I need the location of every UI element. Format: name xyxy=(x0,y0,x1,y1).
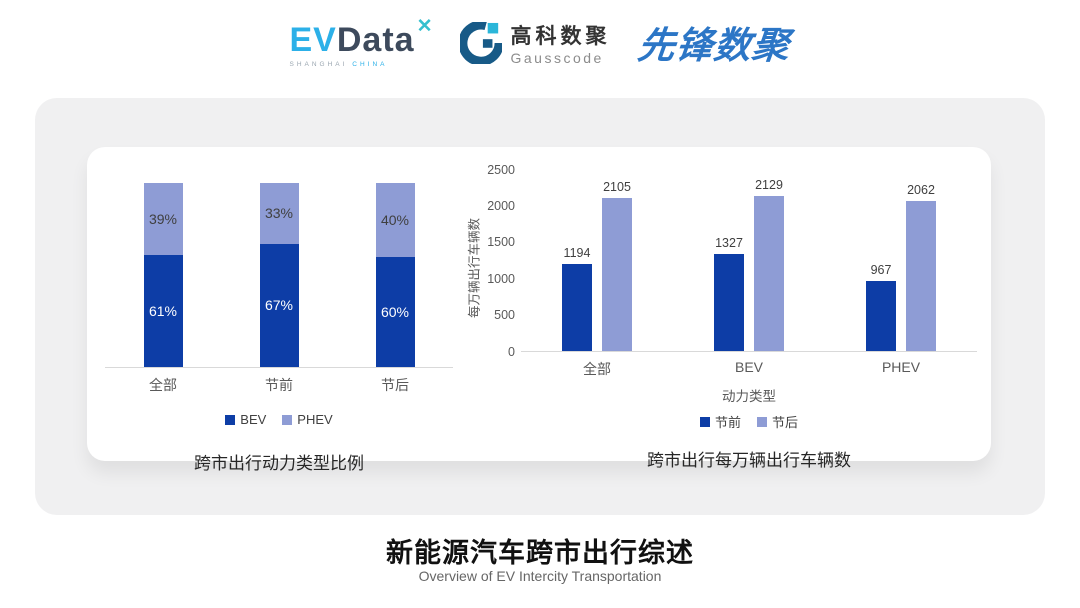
bar-segment: 60% xyxy=(375,256,415,367)
category-label: 节后 xyxy=(381,377,409,393)
legend-swatch xyxy=(282,414,293,425)
legend-swatch xyxy=(699,416,710,427)
stacked-chart-category-axis: 全部 节前 节后 xyxy=(105,375,453,395)
bar-segment: 40% xyxy=(375,183,415,257)
grouped-chart-y-axis-label: 每万辆出行车辆数 xyxy=(467,217,482,318)
bar: 2105 xyxy=(602,180,632,351)
gausscode-g-icon xyxy=(458,20,505,69)
bar: 1327 xyxy=(714,236,744,351)
category-label: 全部 xyxy=(583,361,611,377)
white-card: 39% 61% 33% 67% 40% 60% 全部 节前 节后 BEV PHEV 跨市出行动力… xyxy=(87,147,991,473)
bar-segment: 61% xyxy=(143,254,183,367)
bar-segment: 39% xyxy=(143,183,183,255)
legend-swatch xyxy=(757,416,767,427)
bar-group: 1327 2129 xyxy=(714,178,784,351)
grouped-chart-title: 跨市出行每万辆出行车辆数 xyxy=(647,451,851,470)
bar-segment: 67% xyxy=(259,243,299,367)
stacked-chart-title: 跨市出行动力类型比例 xyxy=(194,454,364,473)
bar-group: 967 2062 xyxy=(866,183,936,351)
y-tick-label: 1500 xyxy=(487,235,515,250)
y-tick-label: 2000 xyxy=(487,198,515,213)
category-label: BEV xyxy=(734,359,763,375)
page-subtitle: Overview of EV Intercity Transportation xyxy=(418,568,662,584)
grouped-chart-y-axis-ticks: 0 500 1000 1500 2000 2500 xyxy=(481,163,521,357)
stacked-bar: 40% 60% xyxy=(375,183,415,367)
grouped-bar-chart: 每万辆出行车辆数 0 500 1000 1500 2000 2500 1194 2105 13… xyxy=(465,157,977,471)
stacked-bar-chart: 39% 61% 33% 67% 40% 60% 全部 节前 节后 BEV PHEV 跨市出行动力… xyxy=(105,163,453,474)
bar: 2129 xyxy=(754,178,784,351)
legend-label: BEV xyxy=(240,412,267,427)
bar-segment: 33% xyxy=(259,183,299,244)
grouped-chart-category-axis: 全部 BEV PHEV xyxy=(521,359,977,379)
evdata-logo-subtext: SHANGHAI CHINA xyxy=(289,61,388,68)
evdata-logo: EV Data ✕ SHANGHAI CHINA xyxy=(289,17,433,68)
legend-item: PHEV xyxy=(282,412,333,427)
stacked-bar: 39% 61% xyxy=(143,183,183,367)
category-label: PHEV xyxy=(881,359,921,375)
legend-label: 节前 xyxy=(714,415,741,430)
grouped-chart-legend: 节前 节后 xyxy=(521,412,977,431)
grouped-chart-x-axis-label: 动力类型 xyxy=(722,389,776,404)
stacked-chart-plot-area: 39% 61% 33% 67% 40% 60% xyxy=(105,163,453,368)
bar: 2062 xyxy=(906,183,936,351)
bar-group: 1194 2105 xyxy=(562,180,632,351)
category-label: 全部 xyxy=(149,377,177,393)
y-tick-label: 0 xyxy=(508,344,515,359)
bar-value-label: 967 xyxy=(870,262,892,277)
evdata-logo-ev: EV xyxy=(289,21,337,59)
stacked-bar: 33% 67% xyxy=(259,183,299,367)
bar: 1194 xyxy=(562,246,592,351)
page-title: 新能源汽车跨市出行综述 xyxy=(386,538,694,568)
legend-item: 节前 xyxy=(699,412,741,431)
gausscode-logo-cn: 高科数聚 xyxy=(510,25,611,49)
y-tick-label: 1000 xyxy=(487,271,515,286)
evdata-logo-data: Data xyxy=(336,21,415,59)
legend-item: BEV xyxy=(225,412,266,427)
grouped-chart-plot-area: 1194 2105 1327 2129 967 2062 xyxy=(521,170,977,352)
bar-value-label: 2129 xyxy=(755,178,783,193)
bar-value-label: 1327 xyxy=(715,236,743,251)
bar-value-label: 1194 xyxy=(563,246,591,261)
header-logos: EV Data ✕ SHANGHAI CHINA 高科数聚 Gausscode 先锋… xyxy=(0,17,1080,69)
sparkle-icon: ✕ xyxy=(416,16,433,37)
bar-value-label: 2105 xyxy=(603,179,631,194)
xianfeng-logo: 先锋数聚 xyxy=(636,25,793,66)
legend-label: PHEV xyxy=(297,412,333,427)
bar: 967 xyxy=(866,263,896,351)
y-tick-label: 500 xyxy=(494,308,515,323)
y-tick-label: 2500 xyxy=(487,162,515,177)
gausscode-logo-en: Gausscode xyxy=(510,49,604,66)
legend-label: 节后 xyxy=(772,415,799,430)
category-label: 节前 xyxy=(265,377,293,393)
legend-item: 节后 xyxy=(757,412,798,431)
gausscode-logo: 高科数聚 Gausscode xyxy=(458,20,611,69)
legend-swatch xyxy=(225,414,236,425)
bar-value-label: 2062 xyxy=(907,182,935,197)
stacked-chart-legend: BEV PHEV xyxy=(105,412,453,427)
